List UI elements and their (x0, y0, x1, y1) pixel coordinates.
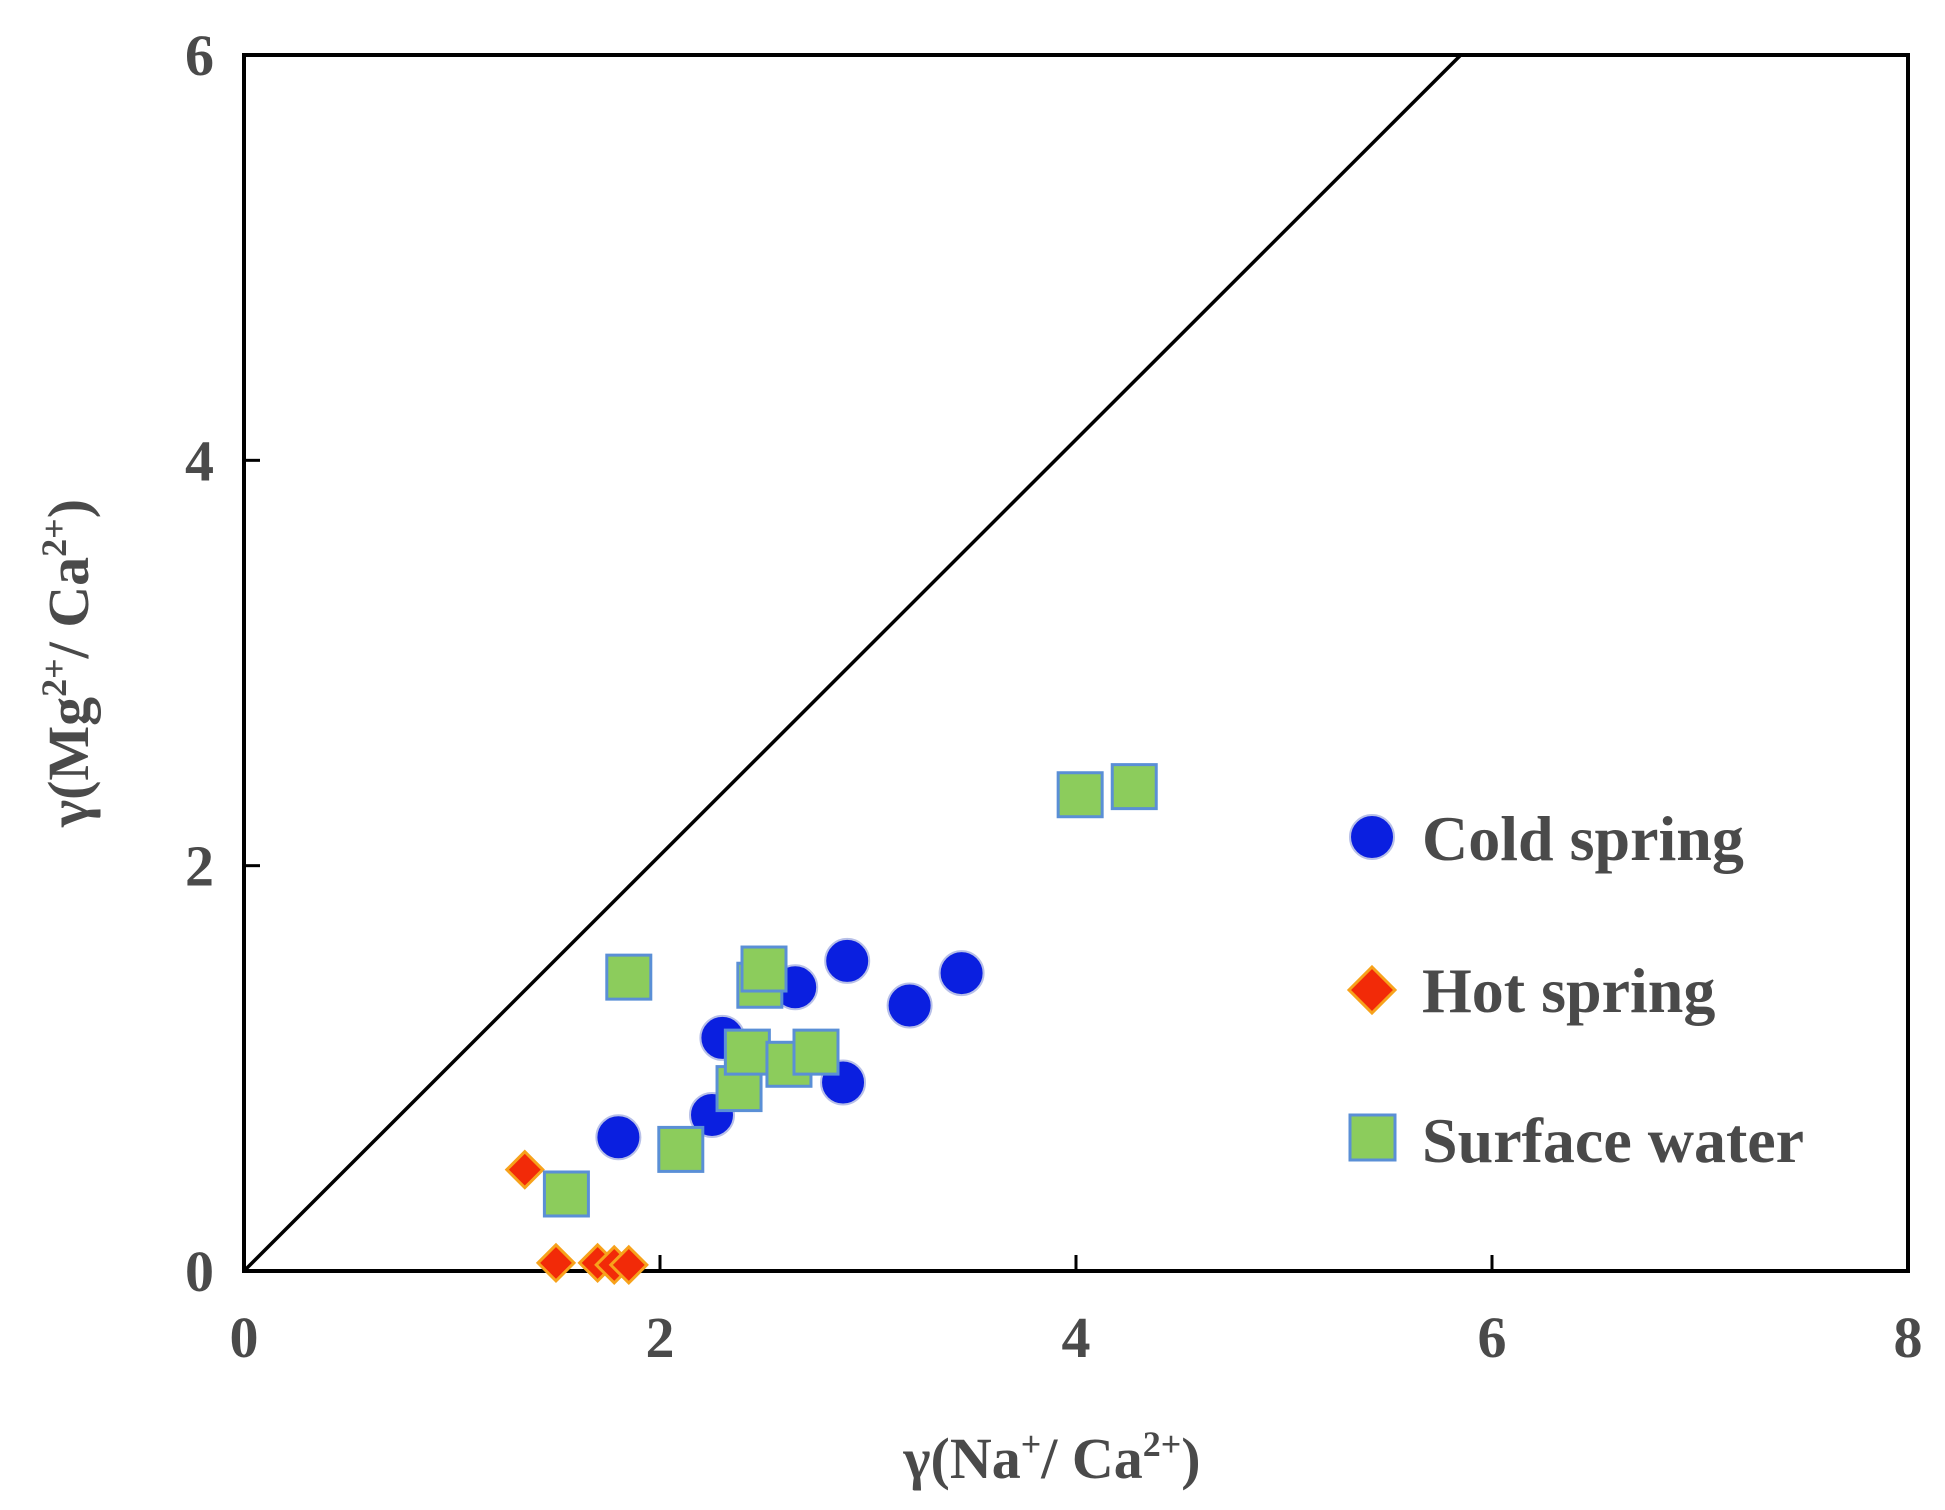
cold-spring-point (938, 950, 985, 997)
legend-label-hot-spring: Hot spring (1422, 955, 1715, 1026)
legend: Cold spring Hot spring Surface water (1346, 803, 1804, 1176)
x-tick-label: 2 (646, 1305, 675, 1370)
legend-item-surface-water: Surface water (1348, 1105, 1804, 1176)
surface-water-point (605, 953, 653, 1001)
surface-water-point (792, 1028, 840, 1076)
x-tick-label: 8 (1894, 1305, 1923, 1370)
hot-spring-point (504, 1149, 545, 1190)
cold-spring-point (595, 1114, 642, 1161)
hot-spring-point (608, 1244, 649, 1286)
legend-label-surface-water: Surface water (1422, 1105, 1804, 1176)
y-axis-title: γ(Mg2+/ Ca2+) (34, 499, 101, 828)
surface-water-point (740, 945, 788, 993)
x-tick-label: 6 (1478, 1305, 1507, 1370)
data-points (504, 763, 1158, 1286)
reference-line (242, 53, 1463, 1273)
y-tick-label: 6 (185, 23, 214, 88)
legend-item-cold-spring: Cold spring (1349, 803, 1744, 874)
x-tick-label: 4 (1062, 1305, 1091, 1370)
x-axis-ticks: 0 2 4 6 8 (230, 1255, 1923, 1370)
surface-water-point (657, 1125, 705, 1173)
legend-marker-hot-spring (1346, 964, 1398, 1016)
hot-spring-point (535, 1242, 577, 1284)
legend-marker-surface-water (1348, 1113, 1397, 1162)
x-tick-label: 0 (230, 1305, 259, 1370)
legend-item-hot-spring: Hot spring (1346, 955, 1715, 1026)
cold-spring-point (824, 937, 871, 984)
y-tick-label: 2 (185, 834, 214, 899)
surface-water-point (1056, 771, 1104, 819)
cold-spring-point (886, 982, 933, 1029)
surface-water-point (723, 1028, 771, 1076)
y-axis-ticks: 0 2 4 6 (185, 23, 260, 1304)
surface-water-point (542, 1170, 590, 1218)
x-axis-title: γ(Na+/ Ca2+) (902, 1424, 1200, 1491)
surface-water-point (1110, 763, 1158, 811)
y-tick-label: 4 (185, 428, 214, 493)
legend-marker-cold-spring (1349, 814, 1395, 860)
legend-label-cold-spring: Cold spring (1422, 803, 1744, 874)
y-tick-label: 0 (185, 1239, 214, 1304)
